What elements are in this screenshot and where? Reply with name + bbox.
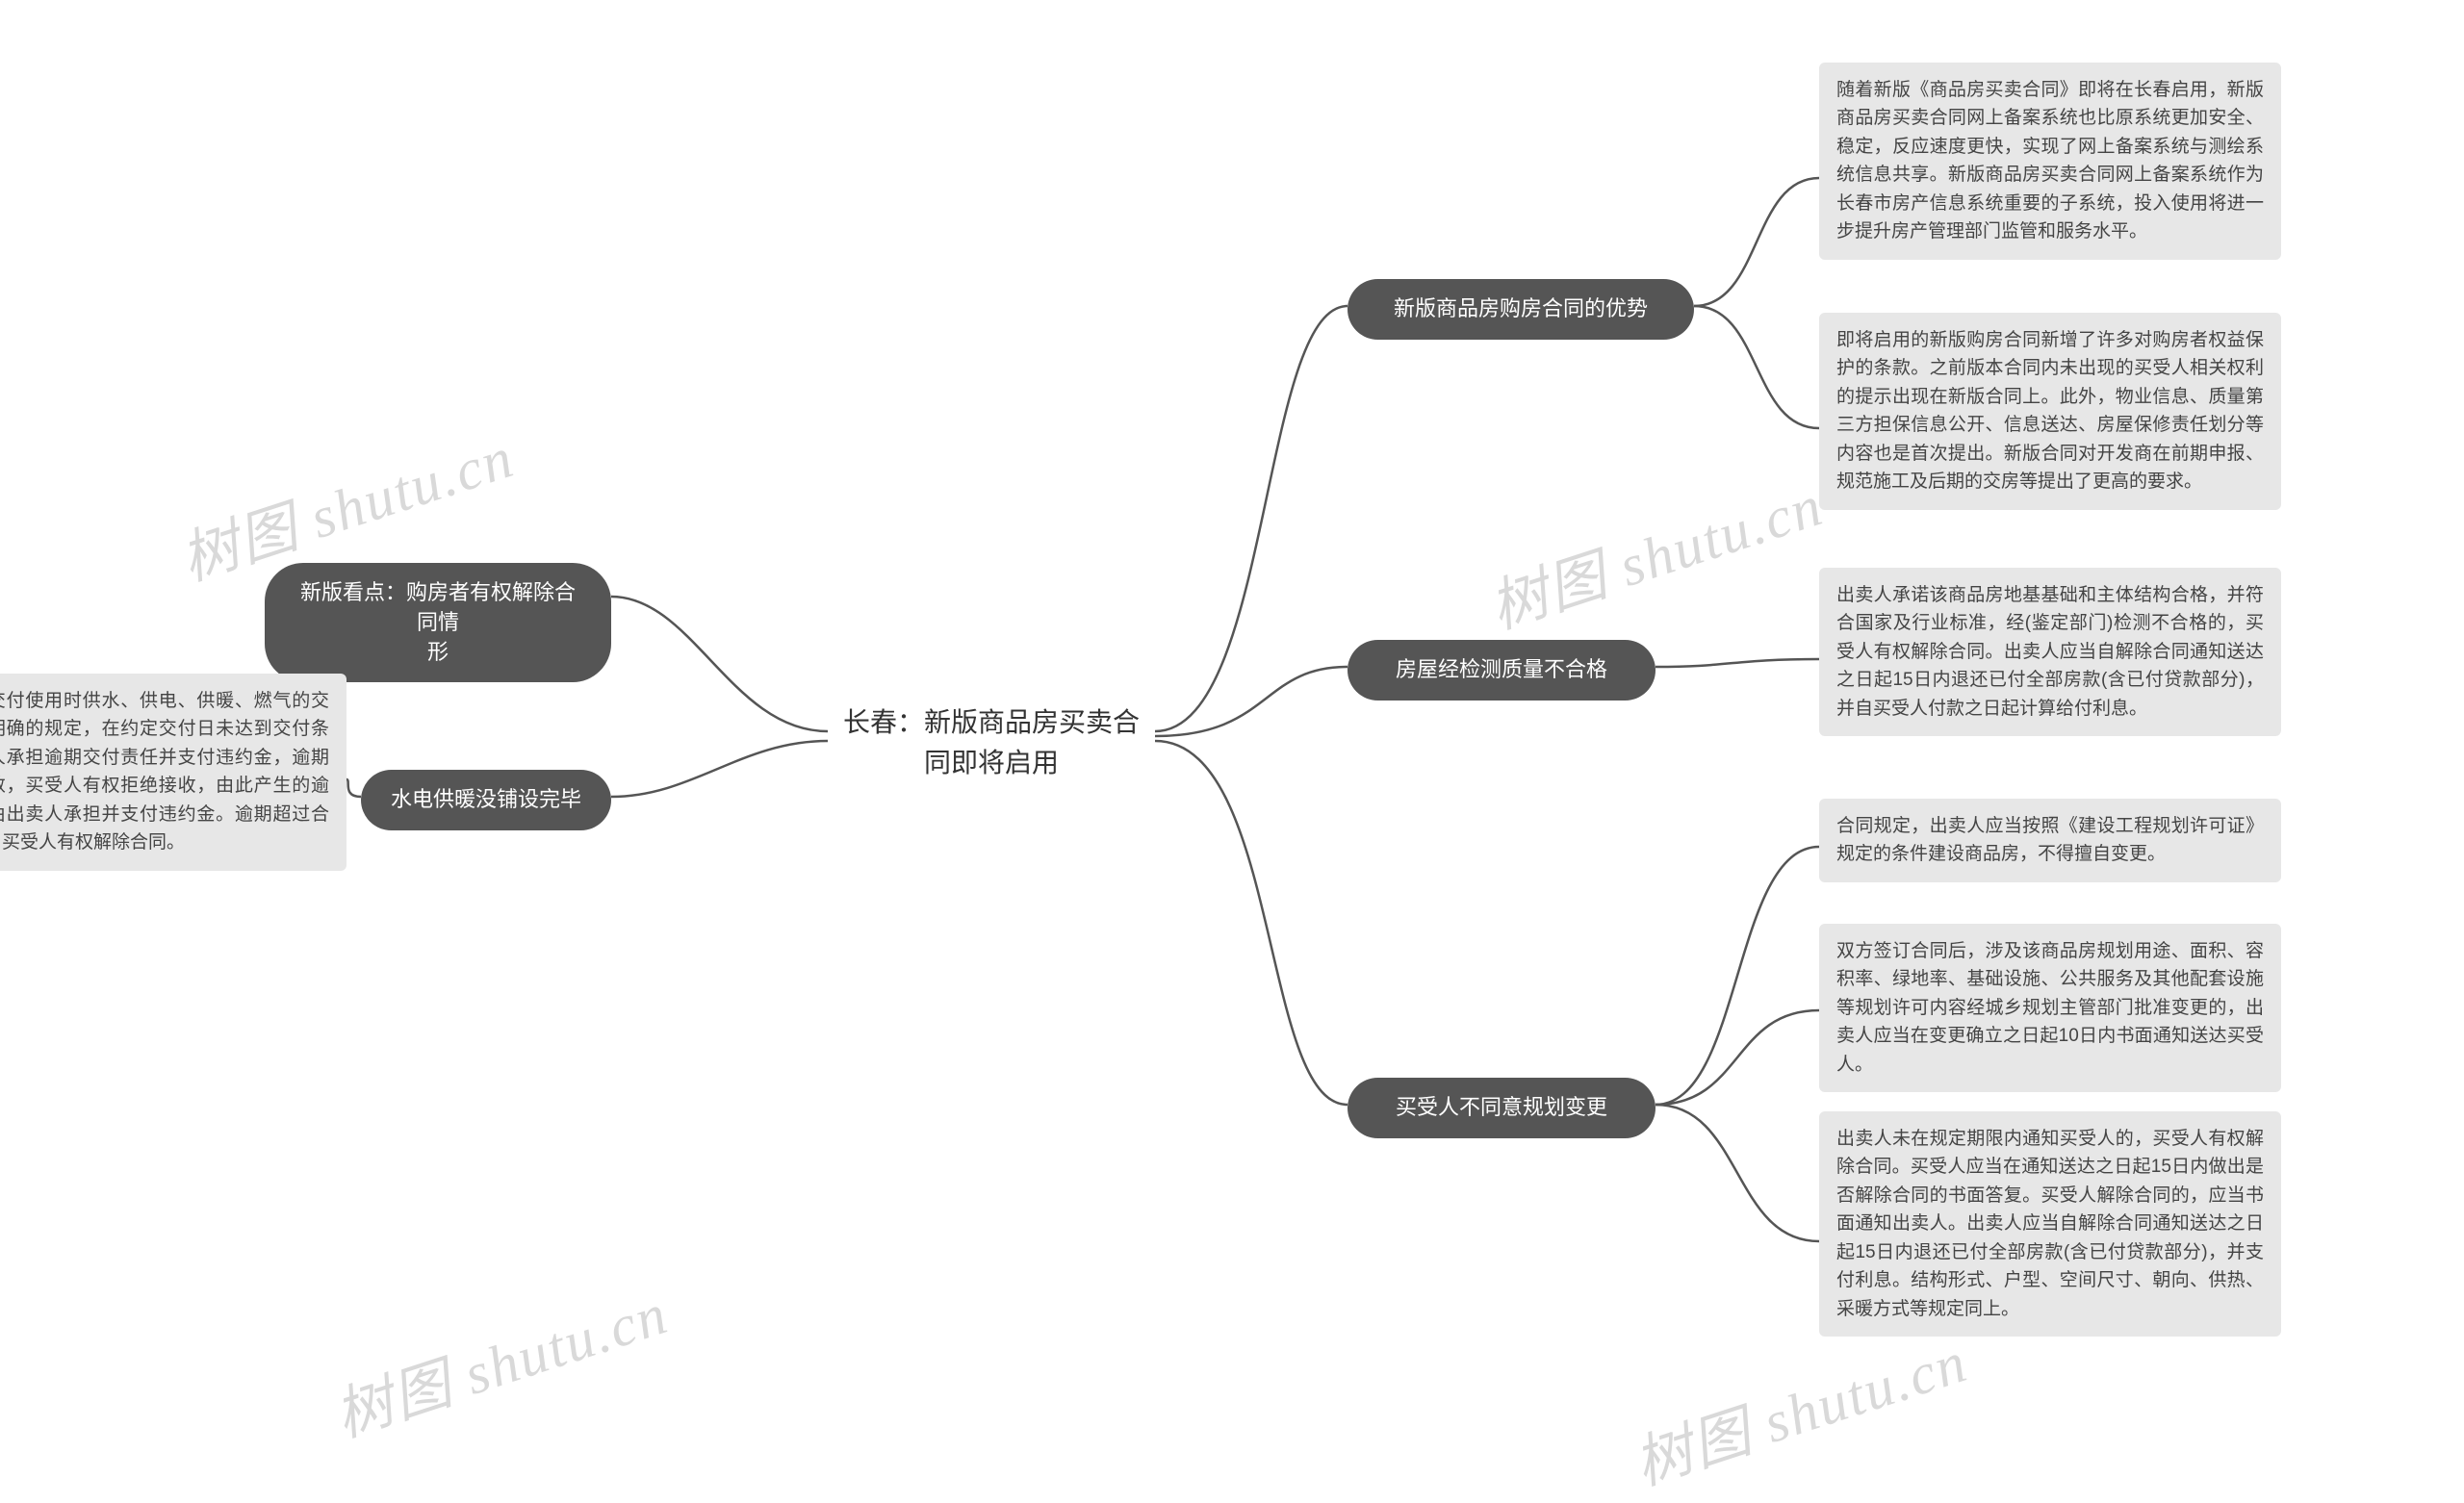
watermark: 树图 shutu.cn <box>1477 459 1832 646</box>
connector-path <box>1694 178 1819 306</box>
leaf-right-3-1[interactable]: 双方签订合同后，涉及该商品房规划用途、面积、容积率、绿地率、基础设施、公共服务及… <box>1819 924 2281 1092</box>
branch-right-3[interactable]: 买受人不同意规划变更 <box>1348 1078 1656 1138</box>
leaf-text: 双方签订合同后，涉及该商品房规划用途、面积、容积率、绿地率、基础设施、公共服务及… <box>1836 937 2264 1079</box>
leaf-text: 出卖人承诺该商品房地基基础和主体结构合格，并符合国家及行业标准，经(鉴定部门)检… <box>1836 581 2264 723</box>
root-text: 长春：新版商品房买卖合 同即将启用 <box>843 702 1140 783</box>
connector-path <box>611 741 828 797</box>
branch-label: 新版商品房购房合同的优势 <box>1394 294 1648 324</box>
leaf-text: 即将启用的新版购房合同新增了许多对购房者权益保护的条款。之前版本合同内未出现的买… <box>1836 326 2264 497</box>
leaf-right-1-1[interactable]: 即将启用的新版购房合同新增了许多对购房者权益保护的条款。之前版本合同内未出现的买… <box>1819 313 2281 510</box>
leaf-text: 随着新版《商品房买卖合同》即将在长春启用，新版商品房买卖合同网上备案系统也比原系… <box>1836 76 2264 246</box>
watermark: 树图 shutu.cn <box>1622 1315 1976 1502</box>
leaf-right-2-0[interactable]: 出卖人承诺该商品房地基基础和主体结构合格，并符合国家及行业标准，经(鉴定部门)检… <box>1819 568 2281 736</box>
connector-path <box>1656 847 1819 1105</box>
leaf-text: 合同规定，出卖人应当按照《建设工程规划许可证》规定的条件建设商品房，不得擅自变更… <box>1836 812 2264 869</box>
connector-path <box>346 779 361 797</box>
branch-right-2[interactable]: 房屋经检测质量不合格 <box>1348 640 1656 701</box>
mindmap-canvas: 树图 shutu.cn 树图 shutu.cn 树图 shutu.cn 树图 s… <box>0 0 2464 1503</box>
connector-path <box>1656 1010 1819 1105</box>
connector-path <box>1155 667 1348 736</box>
watermark-text: 树图 shutu.cn <box>1627 1330 1974 1497</box>
branch-label: 房屋经检测质量不合格 <box>1396 655 1607 685</box>
connector-path <box>1694 306 1819 428</box>
branch-left-2[interactable]: 水电供暖没铺设完毕 <box>361 770 611 830</box>
leaf-right-1-0[interactable]: 随着新版《商品房买卖合同》即将在长春启用，新版商品房买卖合同网上备案系统也比原系… <box>1819 63 2281 260</box>
watermark: 树图 shutu.cn <box>322 1267 677 1454</box>
branch-label: 水电供暖没铺设完毕 <box>391 785 581 815</box>
leaf-text: 新版合同对交付使用时供水、供电、供暖、燃气的交付标准作出明确的规定，在约定交付日… <box>0 687 329 857</box>
leaf-left-2-0[interactable]: 新版合同对交付使用时供水、供电、供暖、燃气的交付标准作出明确的规定，在约定交付日… <box>0 674 346 871</box>
branch-right-1[interactable]: 新版商品房购房合同的优势 <box>1348 279 1694 340</box>
watermark-text: 树图 shutu.cn <box>1482 473 1830 641</box>
root-node[interactable]: 长春：新版商品房买卖合 同即将启用 <box>818 702 1165 783</box>
connector-path <box>1155 741 1348 1105</box>
connector-path <box>1656 659 1819 667</box>
connector-path <box>1656 1105 1819 1241</box>
branch-left-1[interactable]: 新版看点：购房者有权解除合同情 形 <box>265 563 611 682</box>
leaf-right-3-2[interactable]: 出卖人未在规定期限内通知买受人的，买受人有权解除合同。买受人应当在通知送达之日起… <box>1819 1111 2281 1337</box>
branch-label: 买受人不同意规划变更 <box>1396 1093 1607 1123</box>
connector-path <box>611 597 828 731</box>
watermark-text: 树图 shutu.cn <box>327 1282 675 1449</box>
leaf-text: 出卖人未在规定期限内通知买受人的，买受人有权解除合同。买受人应当在通知送达之日起… <box>1836 1125 2264 1323</box>
leaf-right-3-0[interactable]: 合同规定，出卖人应当按照《建设工程规划许可证》规定的条件建设商品房，不得擅自变更… <box>1819 799 2281 882</box>
connector-path <box>1155 306 1348 731</box>
branch-label: 新版看点：购房者有权解除合同情 形 <box>292 578 584 667</box>
